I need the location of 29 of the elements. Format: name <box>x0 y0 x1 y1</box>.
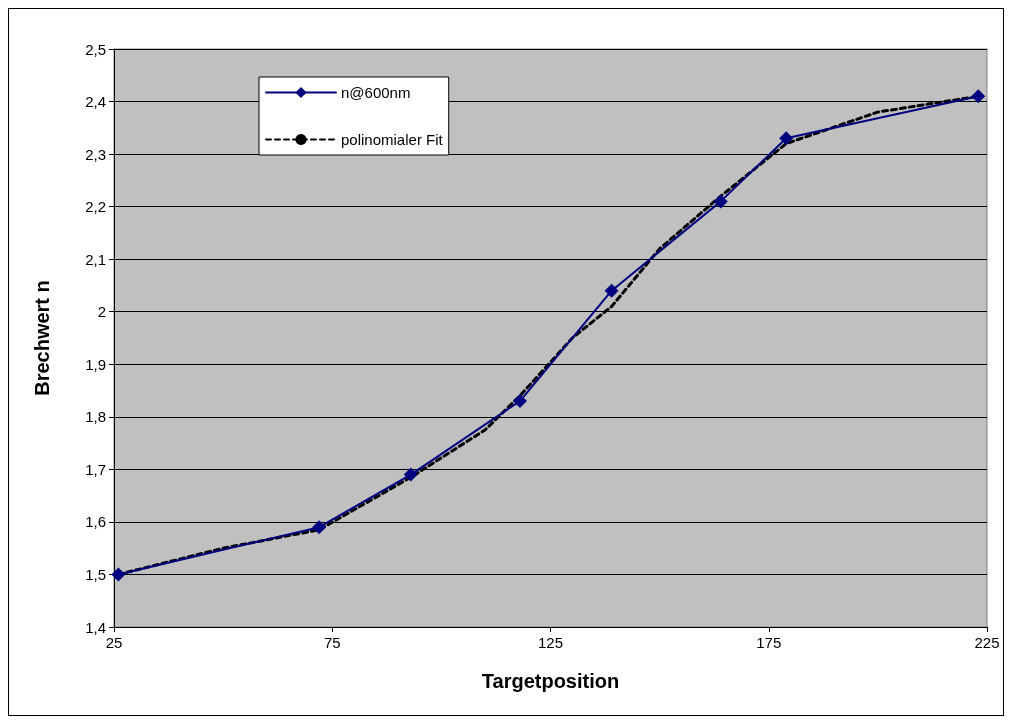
legend-label: polinomialer Fit <box>341 131 444 148</box>
y-tick-label: 2,4 <box>85 93 106 111</box>
x-tick-label: 225 <box>974 634 1000 651</box>
point <box>403 467 418 482</box>
y-tick-label: 1,4 <box>85 618 106 636</box>
y-tick-label: 1,8 <box>85 408 106 426</box>
point <box>312 520 327 535</box>
x-tick-label: 175 <box>756 634 782 651</box>
point <box>111 567 126 582</box>
y-axis-title: Brechwert n <box>31 280 53 396</box>
y-tick-label: 2,1 <box>85 250 106 268</box>
x-tick-label: 25 <box>105 634 123 651</box>
y-tick-label: 2,2 <box>85 198 106 216</box>
point <box>713 194 728 209</box>
y-tick-label: 1,6 <box>85 513 106 531</box>
point <box>604 283 619 298</box>
y-tick-label: 1,7 <box>85 460 106 478</box>
y-tick-label: 1,5 <box>85 565 106 583</box>
x-axis-title: Targetposition <box>481 670 620 692</box>
y-tick-label: 2 <box>97 303 106 321</box>
point <box>779 131 794 146</box>
x-tick-label: 125 <box>537 634 564 651</box>
y-tick-label: 1,9 <box>85 355 106 373</box>
x-tick-label: 75 <box>323 634 341 651</box>
point <box>971 89 986 104</box>
legend-label: n@600nm <box>341 84 411 101</box>
y-tick-label: 2,5 <box>85 40 106 58</box>
y-tick-label: 2,3 <box>85 145 106 163</box>
point <box>512 394 527 409</box>
